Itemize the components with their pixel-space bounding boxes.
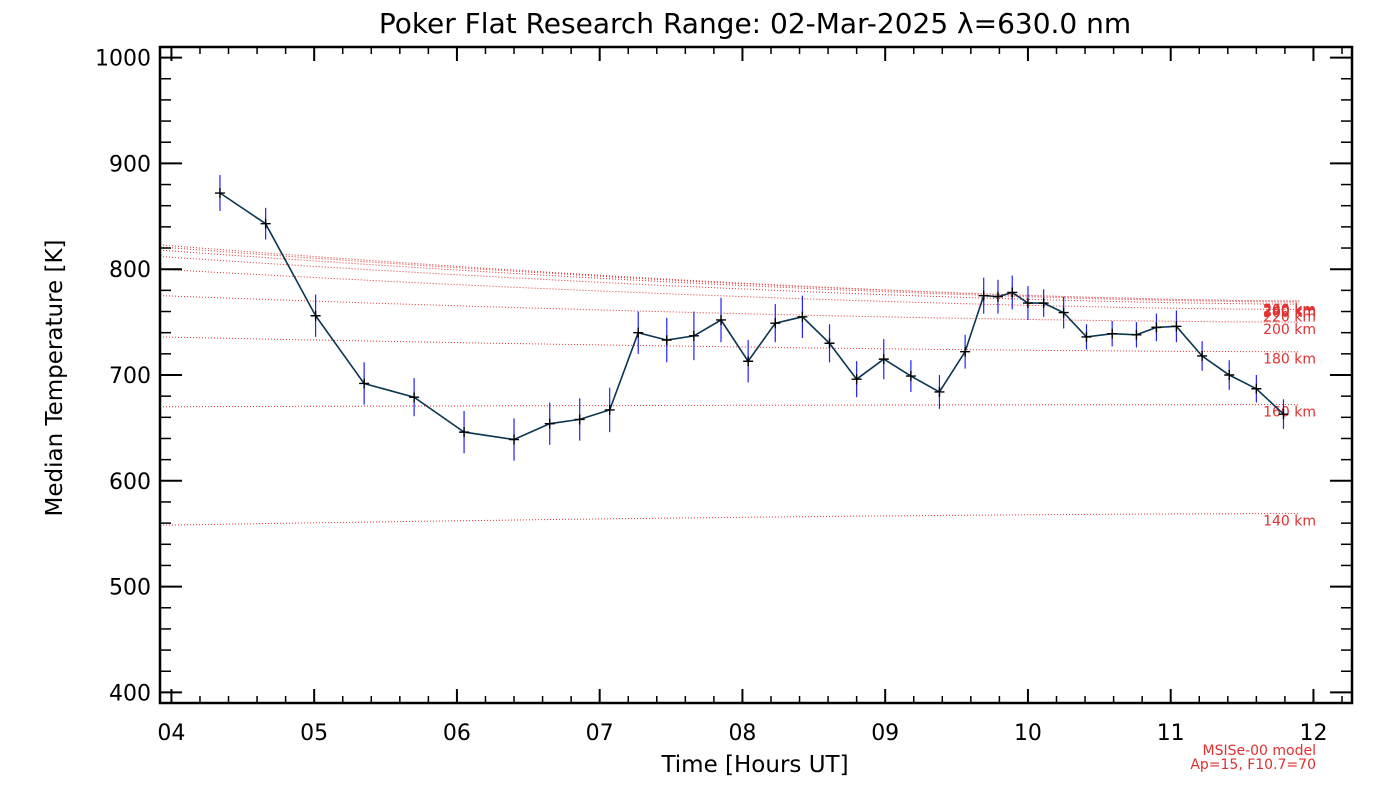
model-label-300km: 300 km [1263, 305, 1316, 321]
data-point-6 [509, 434, 520, 445]
model-curve-160km [160, 404, 1300, 408]
model-curve-240km [159, 256, 1300, 305]
model-name-label: MSISe-00 model [1202, 743, 1316, 759]
data-point-12 [688, 330, 699, 341]
axis-ticks: 04 05 06 07 08 09 10 11 12 400 500 600 700 800 900 1000 [95, 47, 1352, 746]
data-point-29 [1081, 331, 1092, 342]
y-tick-label: 500 [109, 576, 151, 601]
measured-series [214, 175, 1289, 461]
data-point-10 [633, 327, 644, 338]
data-point-36 [1251, 383, 1262, 394]
data-point-22 [960, 346, 971, 357]
data-point-31 [1131, 329, 1142, 340]
data-point-19 [878, 354, 889, 365]
data-point-16 [797, 311, 808, 322]
data-point-35 [1224, 370, 1235, 380]
data-point-26 [1022, 298, 1033, 309]
model-label-180km: 180 km [1263, 352, 1316, 368]
plot-frame [158, 45, 1354, 705]
model-params-label: Ap=15, F10.7=70 [1190, 757, 1316, 773]
data-point-18 [851, 374, 862, 385]
data-point-37 [1278, 409, 1289, 420]
data-point-4 [409, 392, 420, 403]
data-point-1 [260, 218, 271, 229]
model-label-240km: 240 km [1263, 304, 1316, 320]
model-label-220km: 220 km [1263, 309, 1316, 325]
chart-title: Poker Flat Research Range: 02-Mar-2025 λ… [379, 7, 1131, 40]
x-tick-label: 12 [1299, 721, 1327, 746]
x-tick-label: 06 [443, 721, 471, 746]
x-axis-label: Time [Hours UT] [660, 752, 848, 778]
data-point-8 [574, 414, 585, 425]
data-point-7 [544, 418, 555, 429]
x-tick-label: 05 [300, 721, 328, 746]
data-point-24 [992, 291, 1003, 302]
data-point-14 [743, 356, 754, 367]
data-point-13 [716, 314, 727, 325]
data-point-9 [604, 404, 615, 415]
data-point-5 [459, 427, 470, 438]
data-point-32 [1151, 322, 1162, 333]
y-tick-label: 400 [109, 681, 151, 706]
x-tick-label: 10 [1014, 721, 1042, 746]
y-tick-label: 800 [109, 258, 151, 283]
data-point-23 [978, 290, 989, 301]
data-point-21 [934, 386, 945, 397]
data-point-17 [824, 338, 835, 349]
model-label-280km: 280 km [1263, 303, 1316, 319]
data-point-34 [1197, 350, 1208, 361]
x-tick-label: 11 [1157, 721, 1185, 746]
y-tick-label: 600 [109, 470, 151, 495]
data-point-0 [214, 188, 225, 199]
model-curve-280km [159, 246, 1300, 302]
y-tick-label: 700 [109, 364, 151, 389]
data-point-25 [1007, 287, 1018, 298]
y-tick-label: 900 [109, 152, 151, 177]
model-label-160km: 160 km [1263, 405, 1316, 421]
data-point-3 [359, 378, 370, 389]
data-point-28 [1058, 307, 1069, 318]
model-curve-260km [159, 249, 1300, 303]
data-point-20 [905, 371, 916, 382]
data-point-11 [661, 335, 672, 346]
y-axis-label: Median Temperature [K] [42, 240, 68, 517]
data-point-2 [310, 310, 321, 321]
x-tick-label: 09 [871, 721, 899, 746]
data-point-27 [1038, 298, 1049, 309]
measured-line [219, 192, 1285, 441]
model-curve-140km [159, 513, 1300, 526]
x-tick-label: 07 [586, 721, 614, 746]
x-tick-label: 04 [157, 721, 185, 746]
y-tick-label: 1000 [95, 47, 151, 72]
x-tick-label: 08 [728, 721, 756, 746]
data-point-30 [1107, 328, 1118, 339]
model-curve-220km [159, 268, 1300, 310]
model-curve-180km [159, 336, 1300, 353]
data-point-33 [1171, 321, 1182, 332]
model-curve-300km [159, 244, 1300, 302]
model-label-260km: 260 km [1263, 302, 1316, 318]
data-point-15 [770, 318, 781, 329]
model-label-140km: 140 km [1263, 514, 1316, 530]
model-label-200km: 200 km [1263, 322, 1316, 338]
